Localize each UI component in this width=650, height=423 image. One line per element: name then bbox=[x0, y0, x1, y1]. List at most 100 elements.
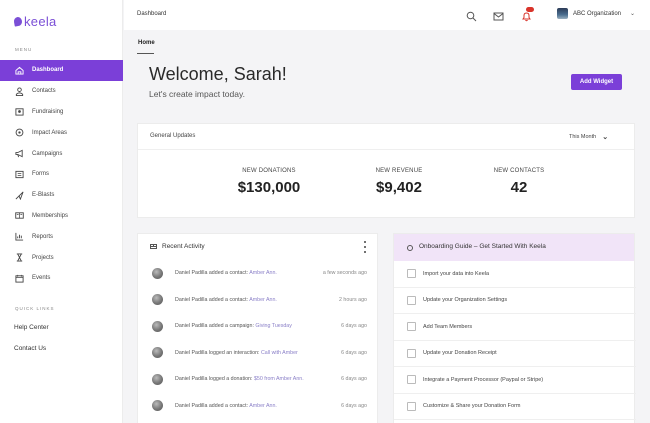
activity-link[interactable]: Giving Tuesday bbox=[255, 323, 292, 330]
activity-item: Daniel Padilla added a contact: Amber An… bbox=[138, 287, 379, 314]
onboarding-item-label: Add Team Members bbox=[423, 323, 473, 330]
onboarding-item: Update your Donation Receipt bbox=[394, 341, 636, 367]
sidebar-item-reports[interactable]: Reports bbox=[0, 226, 123, 247]
mail-icon[interactable] bbox=[493, 9, 504, 21]
user-avatar bbox=[152, 400, 163, 412]
sidebar-item-dashboard[interactable]: Dashboard bbox=[0, 60, 123, 81]
onboarding-guide-header: Onboarding Guide – Get Started With Keel… bbox=[394, 234, 634, 261]
onboarding-checkbox[interactable] bbox=[407, 348, 416, 358]
sidebar-item-impact-areas[interactable]: Impact Areas bbox=[0, 122, 123, 143]
activity-text: Daniel Padilla added a contact: Amber An… bbox=[175, 296, 277, 303]
recent-activity-card: Recent Activity Daniel Padilla added a c… bbox=[137, 233, 378, 423]
sidebar-item-e-blasts[interactable]: E-Blasts bbox=[0, 185, 123, 206]
onboarding-item-label: Integrate a Payment Processor (Paypal or… bbox=[423, 376, 544, 383]
activity-time: 6 days ago bbox=[341, 376, 367, 383]
contact-us-link[interactable]: Contact Us bbox=[14, 345, 47, 352]
fundraising-icon bbox=[14, 107, 24, 117]
onboarding-checkbox[interactable] bbox=[407, 295, 416, 305]
sidebar-item-label: E-Blasts bbox=[32, 192, 55, 199]
active-tab-indicator bbox=[137, 53, 154, 54]
sidebar-item-campaigns[interactable]: Campaigns bbox=[0, 143, 123, 164]
search-icon[interactable] bbox=[466, 9, 477, 22]
activity-item: Daniel Padilla logged an interaction: Ca… bbox=[138, 340, 379, 367]
impact-icon bbox=[14, 128, 24, 138]
page-title: Welcome, Sarah! bbox=[149, 64, 287, 84]
activity-item: Daniel Padilla added a contact: Amber An… bbox=[138, 393, 379, 420]
onboarding-item-label: Import your data into Keela bbox=[423, 270, 490, 277]
membership-card-icon bbox=[14, 211, 24, 221]
stat-label: NEW CONTACTS bbox=[493, 168, 545, 174]
onboarding-item: Customize & Share your Donation Form bbox=[394, 394, 636, 420]
activity-link[interactable]: Amber Ann. bbox=[249, 402, 277, 409]
general-updates-title: General Updates bbox=[150, 133, 196, 139]
sidebar-item-contacts[interactable]: Contacts bbox=[0, 81, 123, 102]
keela-logo[interactable]: keela bbox=[13, 14, 57, 29]
notification-badge bbox=[526, 7, 534, 12]
period-value: This Month bbox=[569, 134, 597, 140]
recent-activity-title: Recent Activity bbox=[162, 243, 205, 250]
stat-new-revenue: NEW REVENUE $9,402 bbox=[360, 168, 438, 196]
activity-time: 6 days ago bbox=[341, 349, 367, 356]
general-updates-header: General Updates This Month ⌄ bbox=[138, 124, 634, 150]
user-avatar bbox=[152, 373, 163, 385]
onboarding-item: Update your Organization Settings bbox=[394, 288, 636, 314]
stat-new-contacts: NEW CONTACTS 42 bbox=[480, 168, 558, 196]
activity-item: Daniel Padilla logged a donation: $50 fr… bbox=[138, 366, 379, 393]
activity-item: Daniel Padilla added a campaign: Giving … bbox=[138, 313, 379, 340]
activity-link[interactable]: $50 from Amber Ann. bbox=[253, 376, 304, 383]
page-subtitle: Let's create impact today. bbox=[149, 89, 245, 99]
activity-time: 6 days ago bbox=[341, 323, 367, 330]
sidebar-item-fundraising[interactable]: Fundraising bbox=[0, 102, 123, 123]
sidebar-item-events[interactable]: Events bbox=[0, 268, 123, 289]
stat-value: $130,000 bbox=[237, 179, 301, 196]
sidebar-item-label: Contacts bbox=[32, 88, 56, 95]
activity-text: Daniel Padilla logged an interaction: Ca… bbox=[175, 349, 298, 356]
stat-new-donations: NEW DONATIONS $130,000 bbox=[230, 168, 308, 196]
form-icon bbox=[14, 169, 24, 179]
activity-text: Daniel Padilla logged a donation: $50 fr… bbox=[175, 376, 304, 383]
send-icon bbox=[14, 190, 24, 200]
stat-label: NEW DONATIONS bbox=[242, 168, 296, 174]
activity-time: a few seconds ago bbox=[322, 270, 367, 277]
chevron-down-icon: ⌄ bbox=[630, 11, 636, 17]
onboarding-checkbox[interactable] bbox=[407, 375, 416, 385]
sidebar-item-memberships[interactable]: Memberships bbox=[0, 206, 123, 227]
sidebar-item-label: Events bbox=[32, 275, 51, 282]
onboarding-item-label: Customize & Share your Donation Form bbox=[423, 403, 521, 410]
sidebar-item-label: Impact Areas bbox=[32, 129, 68, 136]
guide-icon bbox=[407, 245, 413, 251]
organization-switcher[interactable]: ABC Organization ⌄ bbox=[557, 8, 635, 19]
sidebar-item-label: Reports bbox=[32, 233, 54, 240]
bell-icon[interactable] bbox=[521, 7, 534, 22]
onboarding-item: Import your data into Keela bbox=[394, 261, 636, 288]
onboarding-guide-card: Onboarding Guide – Get Started With Keel… bbox=[393, 233, 636, 423]
sidebar-item-projects[interactable]: Projects bbox=[0, 247, 123, 268]
activity-link[interactable]: Call with Amber bbox=[260, 349, 298, 356]
onboarding-item-label: Update your Organization Settings bbox=[423, 297, 508, 304]
hourglass-icon bbox=[14, 253, 24, 263]
sidebar-item-label: Fundraising bbox=[32, 108, 64, 115]
more-options-icon[interactable] bbox=[362, 241, 367, 253]
help-center-link[interactable]: Help Center bbox=[14, 324, 49, 331]
onboarding-checkbox[interactable] bbox=[407, 401, 416, 411]
stat-label: NEW REVENUE bbox=[375, 168, 423, 174]
user-avatar bbox=[152, 294, 163, 306]
megaphone-icon bbox=[14, 149, 24, 159]
user-avatar bbox=[152, 267, 163, 279]
sidebar-item-forms[interactable]: Forms bbox=[0, 164, 123, 185]
sidebar-item-label: Campaigns bbox=[32, 150, 63, 157]
calendar-icon bbox=[14, 273, 24, 283]
logo-text: keela bbox=[24, 14, 57, 29]
tab-home[interactable]: Home bbox=[138, 40, 155, 46]
onboarding-checkbox[interactable] bbox=[407, 322, 416, 332]
user-avatar bbox=[152, 347, 163, 359]
period-dropdown[interactable]: This Month ⌄ bbox=[562, 128, 623, 146]
onboarding-checkbox[interactable] bbox=[407, 269, 416, 279]
add-widget-button[interactable]: Add Widget bbox=[571, 74, 622, 90]
sidebar-item-label: Memberships bbox=[32, 212, 69, 219]
activity-link[interactable]: Amber Ann. bbox=[249, 296, 277, 303]
activity-link[interactable]: Amber Ann. bbox=[249, 270, 277, 277]
recent-activity-header: Recent Activity bbox=[138, 234, 377, 260]
organization-name: ABC Organization bbox=[573, 10, 622, 17]
activity-time: 2 hours ago bbox=[339, 296, 367, 303]
